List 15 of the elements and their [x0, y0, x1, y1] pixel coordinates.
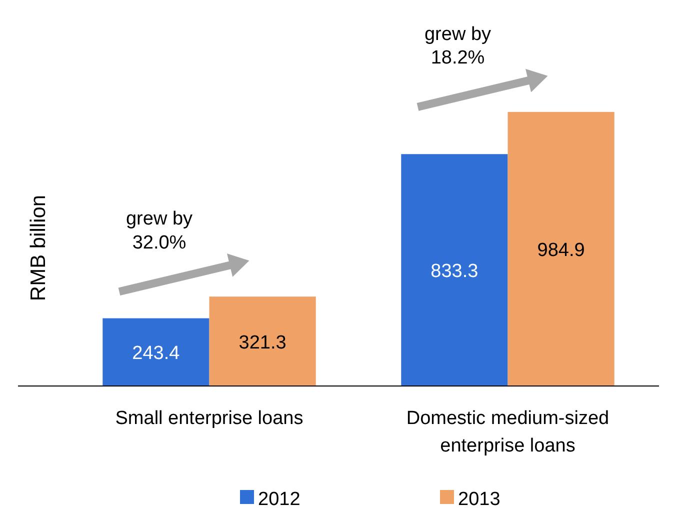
bar	[209, 296, 316, 386]
data-label: 321.3	[238, 332, 286, 354]
x-tick-label: Domestic medium-sized enterprise loans	[406, 408, 610, 457]
data-label: 243.4	[132, 343, 180, 364]
annotation: grew by 32.0%	[126, 208, 194, 254]
bar	[102, 318, 210, 386]
legend-label: 2012	[258, 489, 300, 510]
x-tick-label: Small enterprise loans	[115, 408, 304, 429]
annotation: grew by 18.2%	[424, 24, 492, 69]
data-label: 833.3	[430, 261, 478, 282]
data-label: 984.9	[537, 240, 585, 261]
bar	[401, 154, 508, 386]
bar	[508, 112, 614, 386]
y-axis-title: RMB billion	[27, 194, 50, 302]
legend-label: 2013	[458, 489, 500, 510]
